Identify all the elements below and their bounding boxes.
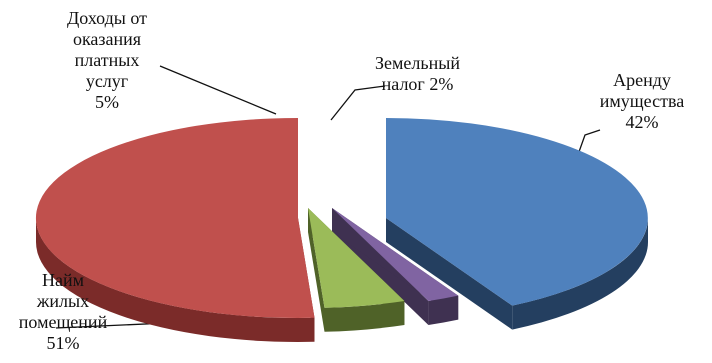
slice-arenda-top: [386, 118, 648, 306]
label-zemelny: Земельный налог 2%: [355, 53, 480, 95]
slice-dokhody: [308, 208, 405, 332]
leader-zemelny: [330, 85, 386, 121]
label-naim-line-1: Найм: [41, 270, 84, 290]
slice-zemelny: [332, 208, 459, 325]
label-naim-line-2: жилых: [36, 291, 90, 311]
label-arenda-line-1: Аренду: [613, 70, 671, 90]
label-arenda-line-2: имущества: [599, 91, 685, 111]
label-dokhody-line-3: платных: [74, 50, 140, 70]
label-naim-line-3: помещений: [18, 312, 108, 332]
slice-zemelny-side-0: [428, 295, 459, 325]
slice-naim: [35, 118, 315, 342]
label-dokhody-line-2: оказания: [72, 29, 142, 49]
pie-slices: [35, 118, 648, 342]
slice-zemelny-top: [332, 208, 459, 301]
label-zemelny-line-1: Земельный: [375, 53, 460, 73]
slice-dokhody-top: [308, 208, 405, 308]
slice-naim-side-0: [36, 218, 315, 342]
label-arenda-line-3: 42%: [625, 112, 659, 132]
slice-arenda: [386, 118, 648, 330]
label-dokhody-line-5: 5%: [95, 92, 119, 112]
label-zemelny-line-2: налог 2%: [381, 74, 454, 94]
label-naim: Найм жилых помещений 51%: [8, 270, 118, 354]
leader-dokhody: [159, 65, 277, 115]
slice-arenda-side-0: [512, 218, 648, 330]
label-dokhody: Доходы от оказания платных услуг 5%: [42, 8, 172, 113]
label-arenda: Аренду имущества 42%: [588, 70, 696, 133]
label-dokhody-line-1: Доходы от: [66, 8, 147, 28]
slice-arenda-wall-1: [386, 218, 513, 330]
slice-dokhody-wall-1: [308, 208, 325, 332]
slice-dokhody-side-0: [324, 301, 405, 332]
slice-naim-top: [35, 118, 315, 319]
label-dokhody-line-4: услуг: [85, 71, 129, 91]
label-naim-line-4: 51%: [46, 333, 80, 353]
